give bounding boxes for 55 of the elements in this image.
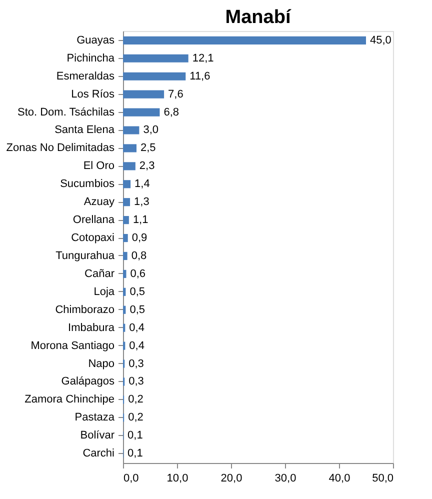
y-tick-label: Zonas No Delimitadas xyxy=(6,142,115,154)
y-tick-label: Galápagos xyxy=(61,376,115,388)
y-tick-label: El Oro xyxy=(83,160,114,172)
x-tick-label: 30,0 xyxy=(274,472,296,484)
y-tick-label: Morona Santiago xyxy=(30,340,114,352)
data-label: 12,1 xyxy=(192,52,214,64)
y-tick-label: Carchi xyxy=(82,448,114,460)
y-tick-label: Esmeraldas xyxy=(56,70,115,82)
data-label: 45,0 xyxy=(370,34,392,46)
y-tick-label: Azuay xyxy=(84,196,115,208)
data-label: 0,1 xyxy=(128,448,143,460)
data-label: 1,1 xyxy=(132,214,148,226)
y-tick-label: Bolívar xyxy=(80,430,115,442)
data-label: 11,6 xyxy=(190,70,210,82)
data-label: 0,9 xyxy=(132,232,148,244)
data-label: 0,4 xyxy=(129,340,144,352)
data-label: 1,4 xyxy=(134,178,150,190)
data-label: 0,5 xyxy=(130,304,145,316)
y-tick-label: Imbabura xyxy=(68,322,116,334)
y-tick-label: Zamora Chinchipe xyxy=(24,394,114,406)
data-label: 2,3 xyxy=(139,160,155,172)
data-label: 0,3 xyxy=(128,358,144,370)
y-tick-label: Napo xyxy=(88,358,114,370)
x-tick-label: 20,0 xyxy=(220,472,242,484)
y-tick-label: Tungurahua xyxy=(56,250,116,262)
y-tick-label: Orellana xyxy=(72,214,116,226)
data-label: 0,2 xyxy=(128,412,144,424)
data-label: 7,6 xyxy=(168,88,184,100)
data-label: 6,8 xyxy=(164,106,180,118)
y-tick-label: Cañar xyxy=(84,268,115,280)
y-tick-label: Pichincha xyxy=(66,52,116,64)
data-label: 0,5 xyxy=(130,286,145,298)
data-label: 0,6 xyxy=(130,268,146,280)
y-tick-label: Pastaza xyxy=(74,412,116,424)
x-tick-label: 10,0 xyxy=(166,472,188,484)
y-tick-label: Sucumbios xyxy=(60,178,115,190)
data-label: 0,3 xyxy=(128,376,144,388)
data-label: 0,2 xyxy=(128,394,144,406)
data-label: 2,5 xyxy=(140,142,156,154)
y-tick-label: Los Ríos xyxy=(71,88,115,100)
x-tick-label: 0,0 xyxy=(124,472,139,484)
data-label: 1,3 xyxy=(134,196,150,208)
y-tick-label: Sto. Dom. Tsáchilas xyxy=(17,106,115,118)
data-label: 0,8 xyxy=(131,250,147,262)
y-tick-label: Guayas xyxy=(76,34,115,46)
y-tick-label: Chimborazo xyxy=(55,304,114,316)
data-label: 3,0 xyxy=(143,124,158,136)
x-tick-label: 40,0 xyxy=(328,472,350,484)
y-tick-label: Cotopaxi xyxy=(71,232,114,244)
x-tick-label: 50,0 xyxy=(372,472,394,484)
data-label: 0,4 xyxy=(129,322,144,334)
data-label: 0,1 xyxy=(128,430,143,442)
chart-title: Manabí xyxy=(225,7,292,28)
y-tick-label: Santa Elena xyxy=(54,124,116,136)
y-tick-label: Loja xyxy=(94,286,116,298)
